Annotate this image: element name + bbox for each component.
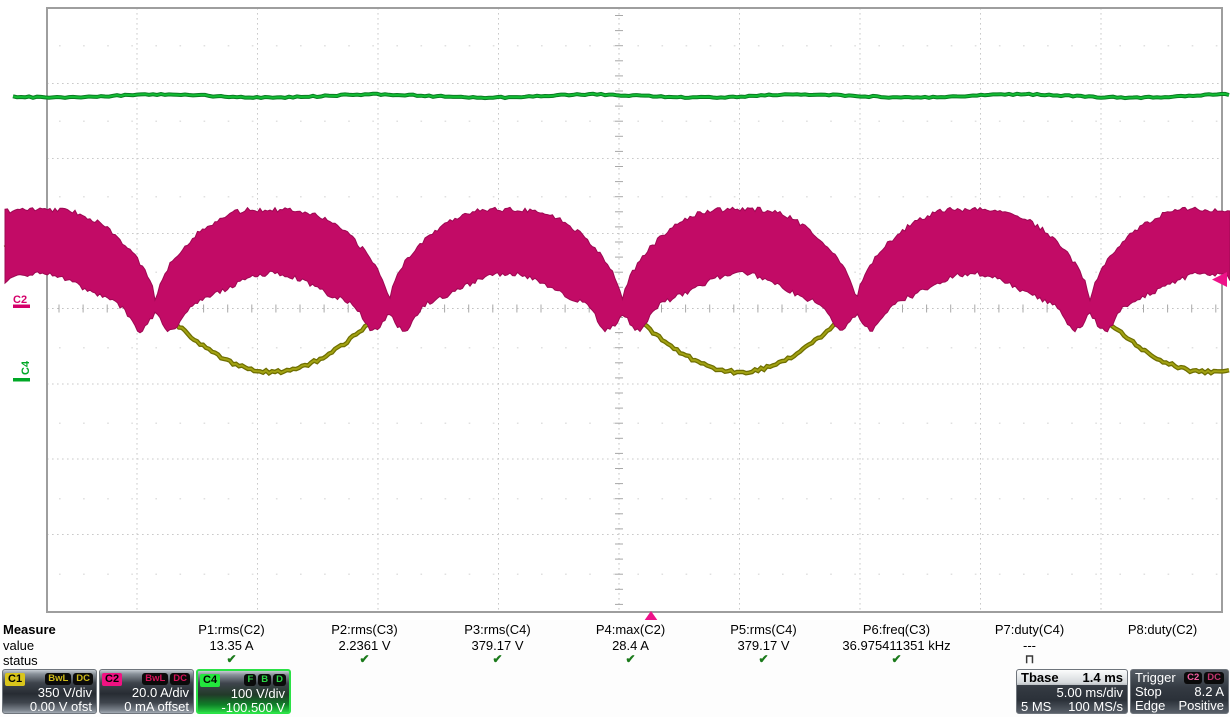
c1-dc-badge: DC bbox=[73, 673, 93, 685]
p3-label[interactable]: P3:rms(C4) bbox=[464, 622, 531, 637]
p4-status-icon: ✔ bbox=[625, 652, 636, 666]
p5-label[interactable]: P5:rms(C4) bbox=[730, 622, 797, 637]
p6-label[interactable]: P6:freq(C3) bbox=[862, 622, 931, 637]
p8-label[interactable]: P8:duty(C2) bbox=[1127, 622, 1198, 637]
timebase-box[interactable]: Tbase 1.4 ms 5.00 ms/div 5 MS 100 MS/s bbox=[1016, 669, 1128, 714]
p1-label[interactable]: P1:rms(C2) bbox=[198, 622, 265, 637]
c4-offset: -100.500 V bbox=[221, 700, 285, 715]
c4-channel-badge: C4 bbox=[200, 673, 221, 687]
p5-status-icon: ✔ bbox=[758, 652, 769, 666]
p6-value: 36.975411351 kHz bbox=[842, 638, 951, 653]
trigger-slope: Positive bbox=[1178, 698, 1224, 713]
trigger-coupling-badge: DC bbox=[1204, 672, 1224, 684]
p6-status-icon: ✔ bbox=[891, 652, 902, 666]
p4-value: 28.4 A bbox=[612, 638, 649, 653]
bottom-panel: Measure value status P1:rms(C2) 13.35 A … bbox=[0, 620, 1230, 717]
channel-box-c1[interactable]: C1 BwL DC 350 V/div 0.00 V ofst bbox=[2, 669, 97, 714]
trace-c4-output-voltage bbox=[12, 91, 1230, 101]
timebase-scale: 5.00 ms/div bbox=[1056, 685, 1123, 700]
c4-scale: 100 V/div bbox=[230, 686, 285, 701]
p5-value: 379.17 V bbox=[737, 638, 790, 653]
c4-zero-marker[interactable]: C4 bbox=[13, 360, 32, 382]
p2-label[interactable]: P2:rms(C3) bbox=[331, 622, 398, 637]
p3-status-icon: ✔ bbox=[492, 652, 503, 666]
p2-value: 2.2361 V bbox=[338, 638, 391, 653]
channel-box-c4[interactable]: C4 F B D 100 V/div -100.500 V bbox=[196, 669, 291, 715]
c2-zero-marker[interactable]: C2 bbox=[13, 294, 30, 308]
trace-c2-current-envelope bbox=[4, 206, 1230, 334]
c2-scale: 20.0 A/div bbox=[131, 685, 189, 700]
c1-channel-badge: C1 bbox=[5, 672, 26, 686]
c1-bwl-badge: BwL bbox=[45, 673, 72, 685]
p1-status-icon: ✔ bbox=[226, 652, 237, 666]
c2-offset: 0 mA offset bbox=[124, 699, 189, 714]
c4-d-badge: D bbox=[273, 674, 286, 686]
status-row-title: status bbox=[3, 653, 38, 668]
trace-markers: C2 C4 bbox=[13, 272, 1227, 620]
trigger-level-marker[interactable] bbox=[1212, 272, 1227, 287]
measure-title: Measure bbox=[3, 622, 56, 637]
p4-label[interactable]: P4:max(C2) bbox=[595, 622, 666, 637]
p7-label[interactable]: P7:duty(C4) bbox=[994, 622, 1065, 637]
trigger-level: 8.2 A bbox=[1194, 684, 1224, 699]
trigger-box[interactable]: Trigger C2 DC Stop 8.2 A Edge Positive bbox=[1130, 669, 1229, 714]
p2-status-icon: ✔ bbox=[359, 652, 370, 666]
c2-channel-badge: C2 bbox=[102, 672, 123, 686]
c1-scale: 350 V/div bbox=[37, 685, 92, 700]
trigger-kind: Edge bbox=[1135, 698, 1166, 713]
trigger-mode: Stop bbox=[1135, 684, 1162, 699]
timebase-samples: 5 MS bbox=[1021, 699, 1052, 714]
c2-bwl-badge: BwL bbox=[142, 673, 169, 685]
c4-b-badge: B bbox=[258, 674, 272, 686]
c2-dc-badge: DC bbox=[170, 673, 190, 685]
timebase-rate: 100 MS/s bbox=[1068, 699, 1123, 714]
timebase-title: Tbase bbox=[1021, 669, 1059, 685]
timebase-delay: 1.4 ms bbox=[1082, 669, 1123, 685]
channel-box-c2[interactable]: C2 BwL DC 20.0 A/div 0 mA offset bbox=[99, 669, 194, 714]
c1-offset: 0.00 V ofst bbox=[29, 699, 92, 714]
p7-value: --- bbox=[1023, 638, 1036, 653]
svg-text:C4: C4 bbox=[20, 360, 32, 375]
value-row-title: value bbox=[3, 638, 35, 653]
svg-text:C2: C2 bbox=[13, 294, 27, 306]
p7-status-icon: ⊓ bbox=[1024, 652, 1035, 666]
trigger-source-badge: C2 bbox=[1184, 672, 1203, 684]
p3-value: 379.17 V bbox=[471, 638, 524, 653]
trigger-title: Trigger bbox=[1135, 670, 1176, 685]
waveform-display: C2 C4 bbox=[3, 7, 1230, 620]
c4-f-badge: F bbox=[244, 674, 257, 686]
p1-value: 13.35 A bbox=[209, 638, 254, 653]
trigger-time-marker[interactable] bbox=[644, 611, 658, 620]
